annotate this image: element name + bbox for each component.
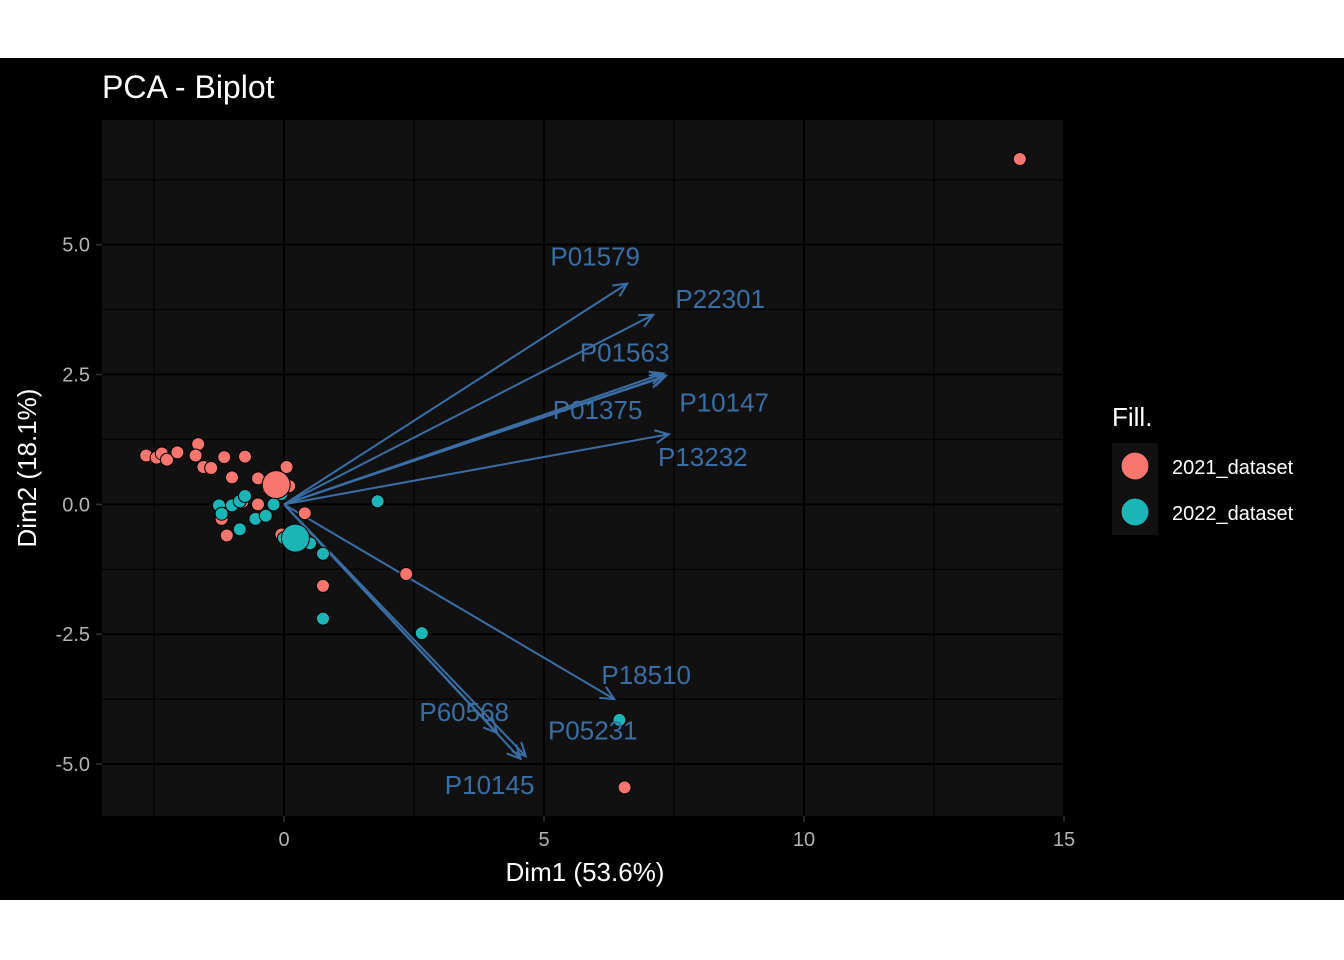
- data-point: [1012, 151, 1027, 166]
- y-axis-title: Dim2 (18.1%): [12, 389, 42, 548]
- data-point: [399, 566, 414, 581]
- y-tick-label: -5.0: [56, 754, 90, 776]
- legend-key-swatch: [1120, 451, 1150, 481]
- data-point: [251, 497, 265, 512]
- y-tick-label: 0.0: [62, 494, 90, 516]
- data-point: [232, 522, 247, 537]
- y-axis: -5.0 -2.5 0.0 2.5 5.0: [56, 235, 102, 776]
- variable-label: P01563: [580, 337, 670, 367]
- data-points: [139, 151, 1027, 795]
- variable-arrow: [283, 313, 654, 506]
- arrow-head: [599, 686, 617, 701]
- data-point: [204, 461, 219, 475]
- data-point: [219, 528, 234, 543]
- data-point: [370, 494, 385, 509]
- x-tick-label: 0: [278, 829, 289, 851]
- plot-panel: [102, 120, 1064, 816]
- variable-label: P01579: [550, 242, 640, 272]
- arrow-head: [612, 282, 630, 297]
- y-tick-label: 2.5: [62, 365, 90, 387]
- x-tick-label: 15: [1053, 829, 1075, 851]
- variable-label: P10147: [679, 388, 769, 418]
- variable-arrow: [283, 433, 669, 506]
- data-point: [279, 459, 294, 474]
- x-axis: 0 5 10 15: [278, 816, 1075, 851]
- x-axis-title: Dim1 (53.6%): [506, 857, 665, 887]
- y-tick-label: -2.5: [56, 624, 90, 646]
- data-point: [617, 780, 632, 795]
- variable-label: P13232: [658, 442, 748, 472]
- x-tick-label: 5: [538, 829, 549, 851]
- legend-key-swatch: [1120, 497, 1150, 527]
- data-point: [238, 449, 252, 464]
- data-point: [214, 506, 229, 521]
- variable-label: P18510: [601, 660, 691, 690]
- arrow-head: [651, 372, 669, 387]
- group-centroid: [280, 523, 310, 553]
- data-point: [217, 450, 232, 465]
- variable-label: P60568: [419, 697, 509, 727]
- legend-title: Fill.: [1112, 402, 1152, 432]
- y-tick-label: 5.0: [62, 235, 90, 257]
- data-point: [238, 489, 252, 504]
- legend: Fill. 2021_dataset 2022_dataset: [1112, 402, 1294, 535]
- variable-arrow: [283, 374, 667, 506]
- data-point: [188, 448, 203, 463]
- variable-label: P10145: [445, 770, 535, 800]
- arrow-head: [511, 741, 528, 758]
- data-point: [316, 578, 330, 593]
- data-point: [225, 470, 239, 485]
- variable-label: P22301: [675, 284, 765, 314]
- figure: PCA - Biplot P01579 P22301 P01563 P01375 P10…: [0, 58, 1344, 900]
- group-centroid: [261, 470, 291, 500]
- data-point: [258, 508, 273, 523]
- grid-lines: [102, 120, 1065, 816]
- data-point: [160, 452, 174, 467]
- chart-title: PCA - Biplot: [102, 69, 275, 105]
- data-point: [297, 506, 312, 521]
- arrow-head: [638, 313, 656, 328]
- arrow-head: [506, 744, 523, 761]
- legend-label: 2021_dataset: [1172, 457, 1294, 479]
- legend-label: 2022_dataset: [1172, 503, 1294, 525]
- data-point: [612, 712, 627, 727]
- variable-arrow: [283, 282, 628, 506]
- variable-arrow: [283, 503, 615, 700]
- data-point: [316, 611, 330, 626]
- variable-arrows: [283, 282, 672, 761]
- arrow-head: [654, 429, 672, 444]
- variable-label: P05231: [548, 715, 638, 745]
- variable-label: P01375: [553, 395, 643, 425]
- data-point: [191, 437, 206, 452]
- data-point: [316, 546, 330, 561]
- x-tick-label: 10: [793, 829, 815, 851]
- data-point: [170, 445, 185, 460]
- data-point: [414, 626, 429, 641]
